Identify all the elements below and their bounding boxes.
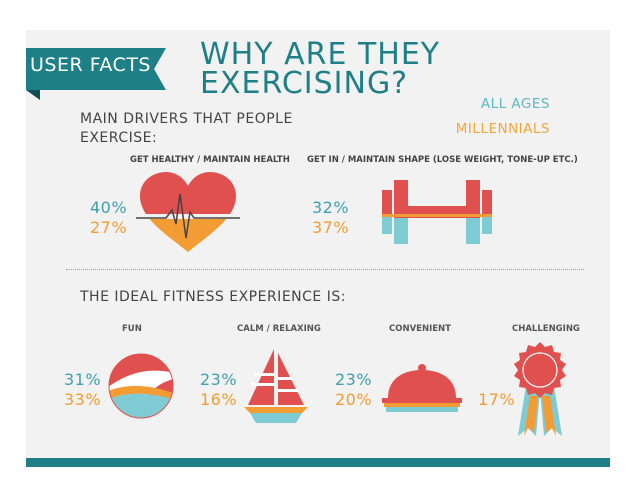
health-all-ages-value: 40% bbox=[90, 198, 128, 217]
legend-millennials: MILLENNIALS bbox=[455, 121, 550, 137]
convenient-millennials-value: 20% bbox=[335, 390, 373, 409]
convenient-all-ages-value: 23% bbox=[335, 370, 373, 389]
sailboat-icon bbox=[244, 349, 308, 423]
beach-ball-icon bbox=[108, 353, 174, 419]
experience-label-challenging: CHALLENGING bbox=[512, 324, 580, 334]
heart-icon bbox=[136, 172, 240, 252]
experience-label-convenient: CONVENIENT bbox=[389, 324, 451, 334]
bottom-accent-bar bbox=[26, 458, 610, 467]
award-ribbon-icon bbox=[514, 342, 566, 436]
shape-all-ages-value: 32% bbox=[312, 198, 350, 217]
user-facts-label: USER FACTS bbox=[30, 54, 151, 76]
driver-label-shape: GET IN / MAINTAIN SHAPE (LOSE WEIGHT, TO… bbox=[307, 155, 578, 165]
user-facts-tag bbox=[26, 48, 166, 90]
drivers-heading: MAIN DRIVERS THAT PEOPLE EXERCISE: bbox=[80, 111, 293, 146]
health-millennials-value: 27% bbox=[90, 218, 128, 237]
fun-millennials-value: 33% bbox=[64, 390, 102, 409]
shape-millennials-value: 37% bbox=[312, 218, 350, 237]
experience-label-calm: CALM / RELAXING bbox=[237, 324, 321, 334]
calm-millennials-value: 16% bbox=[200, 390, 238, 409]
fun-all-ages-value: 31% bbox=[64, 370, 102, 389]
dumbbell-icon bbox=[382, 180, 492, 244]
page-title-line-2: EXERCISING? bbox=[200, 66, 409, 101]
tag-fold-shadow bbox=[26, 90, 40, 100]
section-divider bbox=[66, 269, 584, 270]
experience-heading: THE IDEAL FITNESS EXPERIENCE IS: bbox=[80, 289, 346, 305]
experience-label-fun: FUN bbox=[122, 324, 142, 334]
calm-all-ages-value: 23% bbox=[200, 370, 238, 389]
challenging-millennials-value: 17% bbox=[478, 390, 516, 409]
driver-label-health: GET HEALTHY / MAINTAIN HEALTH bbox=[130, 155, 290, 165]
cloche-icon bbox=[382, 364, 462, 412]
legend-all-ages: ALL AGES bbox=[480, 96, 550, 112]
page-title-line-1: WHY ARE THEY bbox=[200, 37, 441, 72]
